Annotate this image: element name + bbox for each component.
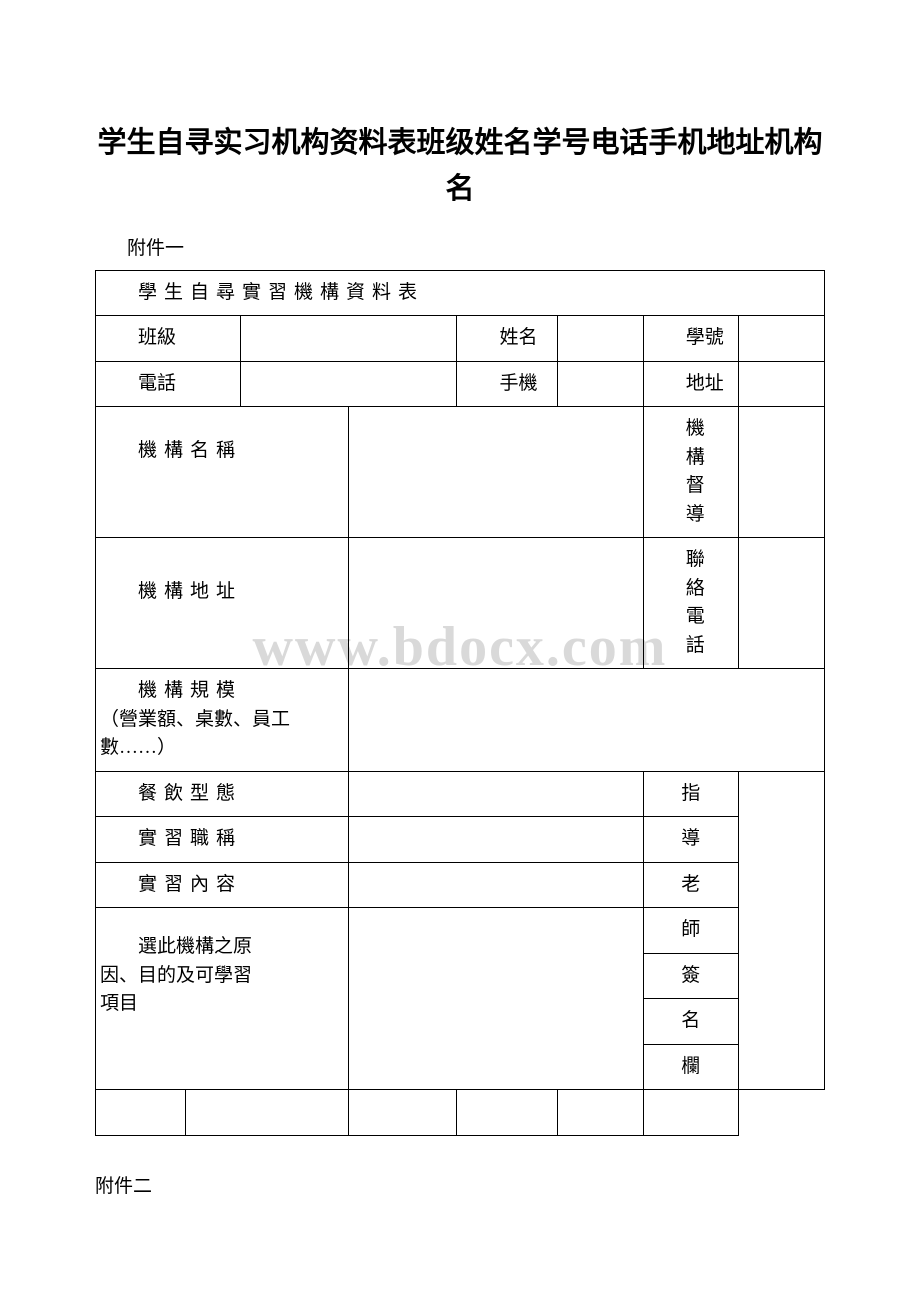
right-label-2: 導 bbox=[643, 817, 738, 863]
value-studentid bbox=[738, 316, 824, 362]
label-phone: 電話 bbox=[96, 361, 241, 407]
label-contact-phone: 聯絡 電話 bbox=[643, 538, 738, 669]
value-org-supervisor bbox=[738, 407, 824, 538]
table-row: 實習內容 老 bbox=[96, 862, 825, 908]
label-org-name: 機構名稱 bbox=[96, 407, 349, 538]
label-org-address: 機構地址 bbox=[96, 538, 349, 669]
label-reason: 選此機構之原 因、目的及可學習 項目 bbox=[96, 908, 349, 1090]
table-header: 學生自尋實習機構資料表 bbox=[96, 270, 825, 316]
label-catering-type: 餐飲型態 bbox=[96, 771, 349, 817]
label-intern-title: 實習職稱 bbox=[96, 817, 349, 863]
value-intern-title bbox=[349, 817, 643, 863]
value-org-scale bbox=[349, 669, 825, 772]
right-label-4: 師 bbox=[643, 908, 738, 954]
value-phone bbox=[241, 361, 457, 407]
table-row: 餐飲型態 指 bbox=[96, 771, 825, 817]
label-studentid: 學號 bbox=[643, 316, 738, 362]
label-org-scale: 機構規模 （營業額、桌數、員工數……） bbox=[96, 669, 349, 772]
attachment-two-label: 附件二 bbox=[95, 1171, 825, 1198]
table-row bbox=[96, 1090, 825, 1136]
table-row: 選此機構之原 因、目的及可學習 項目 師 bbox=[96, 908, 825, 954]
empty-cell bbox=[349, 1090, 457, 1136]
form-table: 學生自尋實習機構資料表 班級 姓名 學號 電話 手機 地址 機構名稱 機構 督導… bbox=[95, 270, 825, 1136]
value-name bbox=[557, 316, 643, 362]
attachment-one-label: 附件一 bbox=[95, 233, 825, 260]
table-row: 實習職稱 導 bbox=[96, 817, 825, 863]
right-label-1: 指 bbox=[643, 771, 738, 817]
value-class bbox=[241, 316, 457, 362]
label-mobile: 手機 bbox=[457, 361, 557, 407]
value-org-name bbox=[349, 407, 643, 538]
table-row: 機構地址 聯絡 電話 bbox=[96, 538, 825, 669]
org-scale-line2: （營業額、桌數、員工數……） bbox=[100, 706, 344, 763]
value-address bbox=[738, 361, 824, 407]
value-org-address bbox=[349, 538, 643, 669]
right-label-6: 名 bbox=[643, 999, 738, 1045]
label-class: 班級 bbox=[96, 316, 241, 362]
value-reason bbox=[349, 908, 643, 1090]
table-row: 電話 手機 地址 bbox=[96, 361, 825, 407]
value-catering-type bbox=[349, 771, 643, 817]
value-mobile bbox=[557, 361, 643, 407]
table-header-row: 學生自尋實習機構資料表 bbox=[96, 270, 825, 316]
empty-cell bbox=[643, 1090, 738, 1136]
label-intern-content: 實習內容 bbox=[96, 862, 349, 908]
table-row: 機構名稱 機構 督導 bbox=[96, 407, 825, 538]
empty-cell bbox=[557, 1090, 643, 1136]
right-label-3: 老 bbox=[643, 862, 738, 908]
empty-cell bbox=[96, 1090, 186, 1136]
label-address: 地址 bbox=[643, 361, 738, 407]
empty-cell bbox=[186, 1090, 349, 1136]
signature-area bbox=[738, 771, 824, 1090]
table-row: 機構規模 （營業額、桌數、員工數……） bbox=[96, 669, 825, 772]
right-label-5: 簽 bbox=[643, 953, 738, 999]
label-org-supervisor: 機構 督導 bbox=[643, 407, 738, 538]
value-contact-phone bbox=[738, 538, 824, 669]
value-intern-content bbox=[349, 862, 643, 908]
org-scale-line1: 機構規模 bbox=[100, 677, 344, 706]
page-title: 学生自寻实习机构资料表班级姓名学号电话手机地址机构名 bbox=[95, 120, 825, 213]
empty-cell bbox=[457, 1090, 557, 1136]
right-label-7: 欄 bbox=[643, 1044, 738, 1090]
table-row: 班級 姓名 學號 bbox=[96, 316, 825, 362]
label-name: 姓名 bbox=[457, 316, 557, 362]
